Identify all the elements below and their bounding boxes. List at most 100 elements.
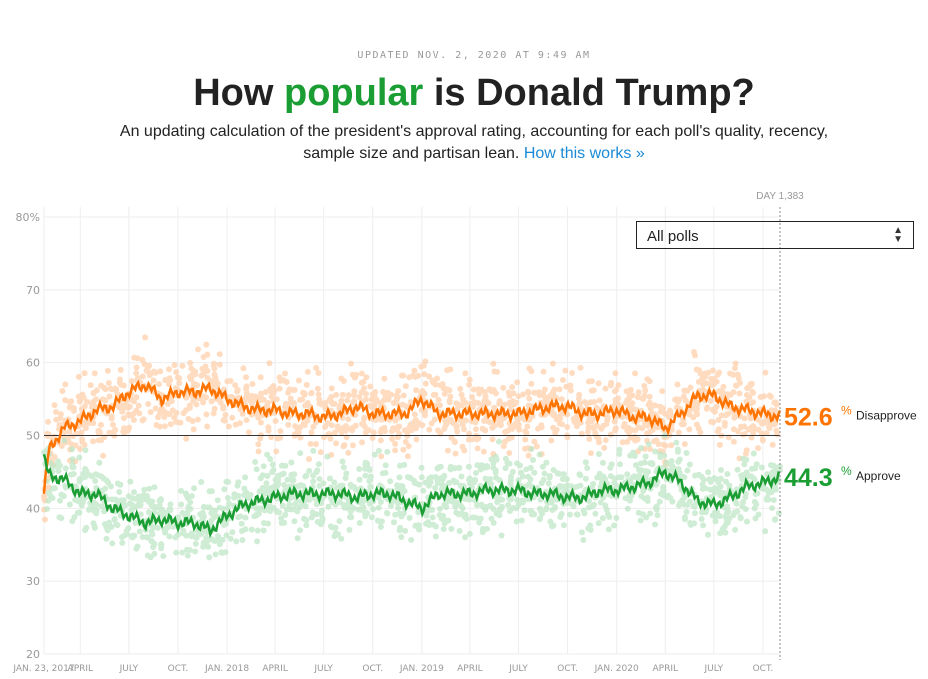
poll-dot bbox=[549, 360, 556, 367]
poll-dot bbox=[708, 382, 715, 389]
poll-dot bbox=[698, 516, 705, 523]
poll-dot bbox=[290, 386, 297, 393]
poll-dot bbox=[636, 466, 643, 473]
poll-dot bbox=[498, 417, 505, 424]
poll-dot bbox=[521, 507, 528, 514]
poll-dot bbox=[314, 518, 321, 525]
y-tick-label: 40 bbox=[26, 502, 40, 515]
poll-dot bbox=[139, 534, 146, 541]
poll-dot bbox=[116, 488, 123, 495]
poll-dot bbox=[144, 552, 151, 559]
poll-dot bbox=[249, 381, 256, 388]
page-title: How popular is Donald Trump? bbox=[0, 72, 928, 115]
poll-dot bbox=[162, 376, 169, 383]
poll-dot bbox=[226, 500, 233, 507]
poll-dot bbox=[649, 426, 656, 433]
poll-dot bbox=[131, 398, 138, 405]
poll-dot bbox=[580, 536, 587, 543]
poll-dot bbox=[605, 526, 612, 533]
poll-dot bbox=[645, 441, 652, 448]
poll-dot bbox=[337, 483, 344, 490]
poll-dot bbox=[247, 397, 254, 404]
poll-dot bbox=[644, 376, 651, 383]
poll-dot bbox=[119, 539, 126, 546]
poll-dot bbox=[260, 463, 267, 470]
poll-dot bbox=[548, 377, 555, 384]
poll-dot bbox=[60, 429, 67, 436]
poll-dot bbox=[466, 475, 473, 482]
poll-dot bbox=[707, 397, 714, 404]
poll-dot bbox=[646, 393, 653, 400]
poll-dot bbox=[187, 505, 194, 512]
poll-dot bbox=[72, 442, 79, 449]
poll-dot bbox=[469, 404, 476, 411]
poll-dot bbox=[676, 469, 683, 476]
poll-dot bbox=[553, 416, 560, 423]
poll-dot bbox=[103, 535, 110, 542]
poll-dot bbox=[628, 492, 635, 499]
poll-dot bbox=[204, 374, 211, 381]
poll-dot bbox=[167, 421, 174, 428]
poll-dot bbox=[225, 423, 232, 430]
poll-dot bbox=[358, 439, 365, 446]
poll-dot bbox=[398, 534, 405, 541]
poll-dot bbox=[706, 476, 713, 483]
poll-dot bbox=[295, 377, 302, 384]
poll-dot bbox=[149, 531, 156, 538]
poll-dot bbox=[306, 467, 313, 474]
poll-dot bbox=[412, 522, 419, 529]
poll-dot bbox=[674, 448, 681, 455]
poll-dot bbox=[211, 405, 218, 412]
poll-dot bbox=[328, 393, 335, 400]
poll-dot bbox=[304, 368, 311, 375]
poll-dot bbox=[166, 505, 173, 512]
poll-dot bbox=[157, 496, 164, 503]
poll-dot bbox=[525, 388, 532, 395]
poll-dot bbox=[692, 404, 699, 411]
poll-dot bbox=[551, 505, 558, 512]
poll-dot bbox=[282, 400, 289, 407]
poll-dot bbox=[489, 436, 496, 443]
poll-dot bbox=[750, 389, 757, 396]
poll-dot bbox=[108, 413, 115, 420]
how-this-works-link[interactable]: How this works » bbox=[523, 145, 645, 162]
poll-dot bbox=[478, 501, 485, 508]
poll-dot bbox=[465, 463, 472, 470]
poll-dot bbox=[130, 417, 137, 424]
poll-dot bbox=[392, 511, 399, 518]
poll-dot bbox=[278, 519, 285, 526]
poll-dot bbox=[131, 532, 138, 539]
poll-dot bbox=[459, 421, 466, 428]
poll-dot bbox=[431, 416, 438, 423]
poll-filter-value: All polls bbox=[647, 228, 699, 245]
poll-dot bbox=[674, 381, 681, 388]
poll-dot bbox=[120, 415, 127, 422]
poll-dot bbox=[462, 511, 469, 518]
poll-dot bbox=[308, 514, 315, 521]
poll-dot bbox=[592, 510, 599, 517]
poll-dot bbox=[398, 483, 405, 490]
poll-dot bbox=[316, 475, 323, 482]
poll-dot bbox=[128, 507, 135, 514]
poll-dot bbox=[507, 496, 514, 503]
poll-dot bbox=[342, 427, 349, 434]
poll-dot bbox=[306, 456, 313, 463]
poll-filter-select[interactable]: All polls ▲ ▼ bbox=[636, 221, 914, 249]
poll-dot bbox=[483, 525, 490, 532]
poll-dot bbox=[684, 501, 691, 508]
poll-dot bbox=[183, 435, 190, 442]
poll-dot bbox=[273, 448, 280, 455]
poll-dot bbox=[727, 391, 734, 398]
poll-dot bbox=[440, 385, 447, 392]
poll-dot bbox=[102, 485, 109, 492]
poll-dot bbox=[705, 469, 712, 476]
poll-dot bbox=[474, 502, 481, 509]
poll-dot bbox=[508, 473, 515, 480]
poll-dot bbox=[619, 414, 626, 421]
poll-dot bbox=[441, 390, 448, 397]
poll-dot bbox=[607, 464, 614, 471]
poll-dot bbox=[452, 479, 459, 486]
poll-dot bbox=[220, 522, 227, 529]
poll-dot bbox=[725, 410, 732, 417]
poll-dot bbox=[493, 474, 500, 481]
